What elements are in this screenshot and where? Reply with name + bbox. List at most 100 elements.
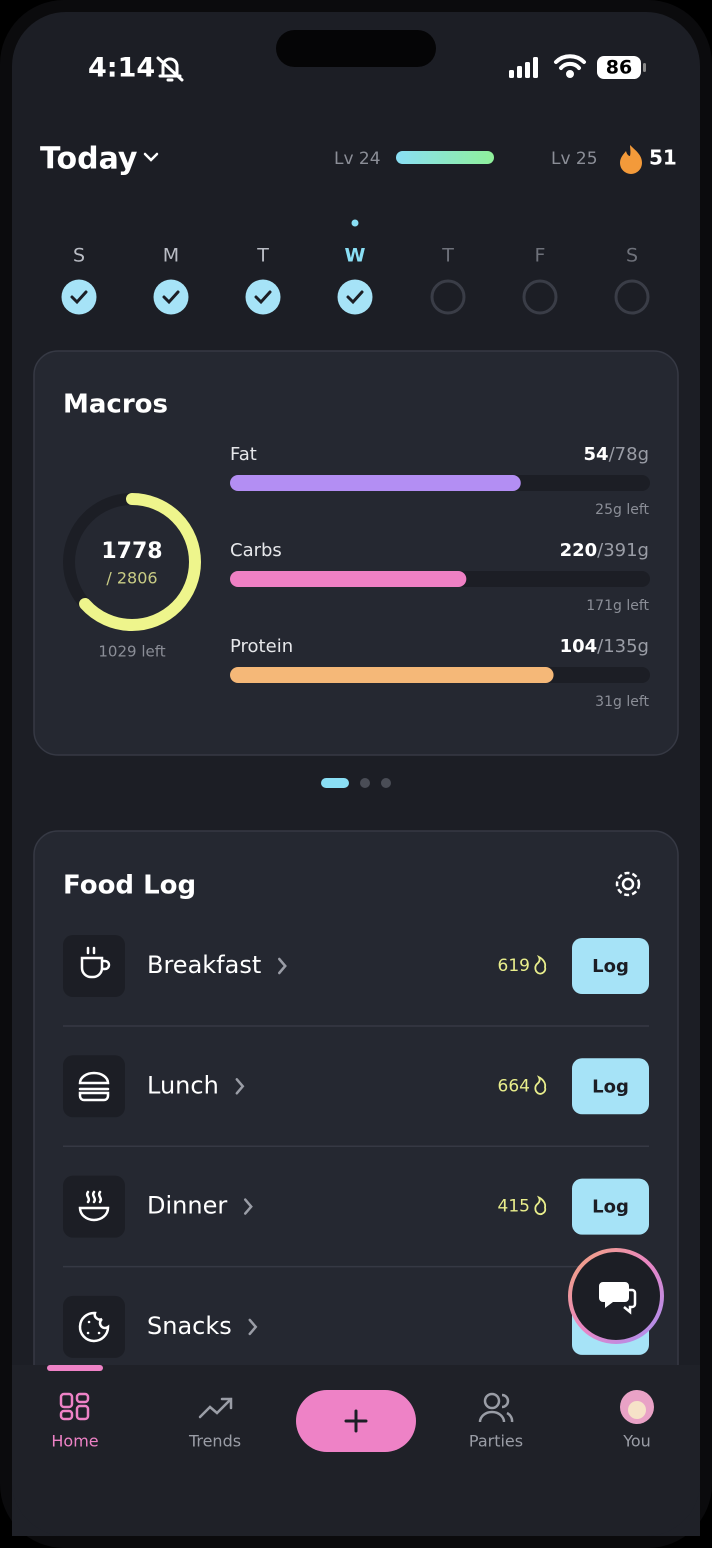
day-done[interactable]	[245, 279, 281, 315]
check	[162, 290, 180, 305]
streak-count: 51	[649, 146, 677, 170]
macro-target: /391g	[597, 540, 649, 561]
streak-flame	[620, 145, 642, 174]
card-title: Food Log	[63, 871, 196, 901]
calories-eaten: 1778	[101, 539, 162, 564]
flame-icon	[534, 1075, 547, 1095]
meal-icon-box	[63, 935, 125, 997]
meal-name[interactable]: Snacks	[147, 1312, 232, 1340]
meal-calories: 415	[498, 1197, 530, 1217]
trends-icon[interactable]	[198, 1397, 233, 1419]
check	[254, 290, 272, 305]
macro-target: /78g	[609, 444, 649, 465]
flame-icon	[534, 954, 547, 975]
today-dot	[351, 219, 359, 227]
settings-icon[interactable]	[615, 871, 641, 897]
dynamic-island	[276, 30, 436, 67]
pager-active[interactable]	[321, 778, 349, 788]
log-button[interactable]	[572, 1058, 649, 1115]
battery-cap	[643, 63, 646, 72]
weekday: S	[626, 245, 638, 267]
weekday: T	[441, 245, 454, 267]
meal-name[interactable]: Dinner	[147, 1192, 227, 1220]
nav-labels: Home Trends Parties You	[51, 1432, 650, 1451]
meal-icon	[78, 1190, 110, 1222]
calorie-ring	[63, 493, 201, 631]
weekday: M	[163, 245, 179, 267]
log-button-label[interactable]: Log	[592, 956, 629, 977]
macro-left: 25g left	[595, 502, 649, 518]
chat-icon-back	[623, 1288, 637, 1315]
weekday: W	[345, 245, 366, 267]
chevron-right[interactable]	[243, 1198, 253, 1215]
meal-name[interactable]: Breakfast	[147, 951, 261, 979]
weekday: S	[73, 245, 85, 267]
log-button[interactable]	[572, 938, 649, 994]
weekday: F	[535, 245, 546, 267]
macro-consumed: 54	[584, 444, 609, 465]
chat-icon[interactable]	[599, 1282, 629, 1308]
day-open[interactable]	[614, 279, 650, 315]
pager-dot[interactable]	[381, 778, 391, 788]
day-done[interactable]	[153, 279, 189, 315]
calories-left: 1029 left	[98, 643, 165, 661]
nav-label[interactable]: Trends	[188, 1432, 241, 1451]
signal-icon	[509, 57, 538, 78]
meal-name[interactable]: Lunch	[147, 1071, 219, 1099]
nav-label[interactable]: You	[622, 1432, 651, 1451]
nav-indicator	[47, 1365, 103, 1371]
card-title: Macros	[63, 390, 168, 420]
log-button[interactable]	[572, 1178, 649, 1235]
log-button-label[interactable]: Log	[592, 1197, 629, 1218]
macro-left: 171g left	[586, 598, 649, 614]
flame-icon	[534, 1195, 547, 1215]
macro-consumed: 220	[560, 540, 598, 561]
battery-level: 86	[606, 57, 632, 79]
macro-name: Fat	[230, 444, 257, 465]
pager-dot[interactable]	[360, 778, 370, 788]
nav-label[interactable]: Home	[51, 1432, 98, 1451]
macro-bar	[230, 667, 554, 683]
meal-icon	[78, 1311, 110, 1343]
day-done[interactable]	[337, 279, 373, 315]
macro-target: /135g	[597, 636, 649, 657]
time: 4:14	[88, 53, 155, 84]
avatar-face	[628, 1401, 646, 1419]
chevron-down[interactable]	[143, 152, 159, 162]
date-selector[interactable]: Today	[40, 142, 138, 177]
chevron-right[interactable]	[235, 1078, 245, 1095]
meal-icon	[78, 1071, 110, 1102]
home-icon[interactable]	[59, 1392, 90, 1421]
meal-icon-box	[63, 1175, 125, 1238]
level-next: Lv 25	[551, 149, 598, 169]
macro-name: Carbs	[230, 540, 282, 561]
day-done[interactable]	[61, 279, 97, 315]
meal-icon	[80, 946, 111, 979]
macro-amount: 104/135g	[560, 636, 649, 657]
macro-amount: 54/78g	[584, 444, 649, 465]
level-progress	[396, 151, 494, 164]
macro-consumed: 104	[560, 636, 598, 657]
chevron-right[interactable]	[248, 1318, 258, 1336]
meal-calories: 619	[498, 956, 530, 976]
add-icon[interactable]	[344, 1409, 368, 1433]
check	[346, 290, 364, 305]
mute-icon	[156, 56, 184, 82]
weekday: T	[256, 245, 269, 267]
macro-bar	[230, 571, 467, 587]
battery	[597, 56, 641, 79]
level-current: Lv 24	[334, 149, 381, 169]
log-button-label[interactable]: Log	[592, 1076, 629, 1097]
parties-icon[interactable]	[478, 1392, 514, 1423]
day-open[interactable]	[522, 279, 558, 315]
nav-label[interactable]: Parties	[469, 1432, 523, 1451]
macros-card	[33, 350, 679, 756]
chevron-right[interactable]	[278, 957, 287, 975]
macro-amount: 220/391g	[560, 540, 649, 561]
day-open[interactable]	[430, 279, 466, 315]
wifi-icon	[554, 54, 586, 78]
macro-bar	[230, 475, 521, 491]
calorie-goal: / 2806	[106, 569, 157, 588]
